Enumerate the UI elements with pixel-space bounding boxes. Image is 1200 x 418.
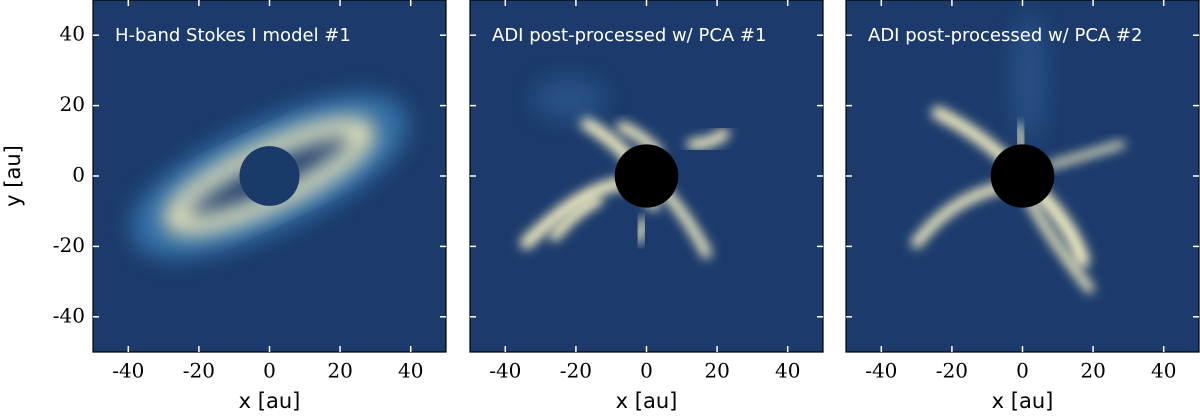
x-tick-label: -40 [865, 359, 897, 383]
x-tick-label: -20 [560, 359, 592, 383]
y-axis-label: y [au] [1, 145, 25, 207]
disk-feature [1047, 140, 1125, 169]
x-tick-label: -40 [489, 359, 521, 383]
x-tick-label: 0 [640, 359, 653, 383]
y-tick-label: -40 [53, 303, 85, 327]
disk-feature [635, 217, 648, 244]
disk-feature [549, 195, 603, 242]
x-axis-label: x [au] [992, 389, 1054, 413]
y-tick-label: -20 [53, 233, 85, 257]
image-content [911, 14, 1125, 294]
mask [990, 144, 1055, 208]
y-tick-label: 40 [60, 22, 85, 46]
x-tick-label: 40 [775, 359, 800, 383]
panel-title: ADI post-processed w/ PCA #1 [492, 25, 766, 46]
x-tick-label: 20 [1080, 359, 1105, 383]
x-tick-label: 0 [1016, 359, 1029, 383]
noise [1011, 14, 1048, 141]
mask [614, 144, 679, 208]
x-tick-label: 20 [327, 359, 352, 383]
x-tick-label: -20 [183, 359, 215, 383]
panel [470, 0, 823, 352]
panel [93, 0, 446, 352]
y-tick-label: 20 [60, 92, 85, 116]
x-tick-label: 40 [1151, 359, 1176, 383]
x-axis-label: x [au] [616, 389, 678, 413]
disk-feature [687, 128, 730, 150]
disk-feature [1025, 196, 1094, 294]
x-tick-label: -40 [112, 359, 144, 383]
panel-title: ADI post-processed w/ PCA #2 [868, 25, 1142, 46]
image-content [130, 93, 409, 259]
x-tick-label: 20 [704, 359, 729, 383]
noise [533, 77, 605, 120]
mask [239, 146, 300, 206]
image-content [520, 77, 730, 259]
x-tick-label: -20 [936, 359, 968, 383]
x-tick-label: 0 [263, 359, 276, 383]
panel [846, 0, 1199, 352]
y-tick-label: 0 [72, 163, 85, 187]
disk-feature [1014, 122, 1027, 153]
panel-title: H-band Stokes I model #1 [115, 25, 351, 46]
x-tick-label: 40 [398, 359, 423, 383]
disk-halo [130, 93, 409, 259]
x-axis-label: x [au] [239, 389, 301, 413]
